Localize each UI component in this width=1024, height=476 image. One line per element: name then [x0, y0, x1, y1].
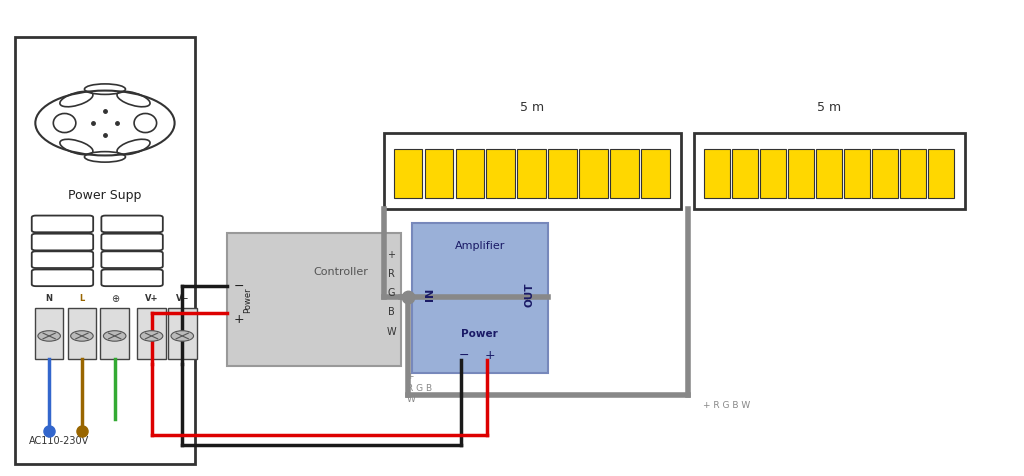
Text: 5 m: 5 m	[817, 101, 842, 114]
Text: Power Supp: Power Supp	[69, 188, 141, 202]
Text: B: B	[388, 307, 394, 317]
Text: OUT: OUT	[524, 282, 535, 306]
Text: W: W	[386, 326, 396, 336]
Circle shape	[38, 331, 60, 341]
Text: V−: V−	[175, 293, 189, 302]
FancyBboxPatch shape	[760, 149, 786, 198]
Text: +: +	[484, 348, 496, 361]
FancyBboxPatch shape	[694, 133, 965, 209]
Text: Power: Power	[462, 328, 498, 338]
Text: V+: V+	[144, 293, 159, 302]
FancyBboxPatch shape	[844, 149, 870, 198]
Text: Controller: Controller	[313, 267, 368, 276]
Circle shape	[71, 331, 93, 341]
Circle shape	[171, 331, 194, 341]
FancyBboxPatch shape	[928, 149, 954, 198]
Text: Power: Power	[244, 287, 252, 313]
FancyBboxPatch shape	[168, 308, 197, 359]
Circle shape	[103, 331, 126, 341]
Text: R: R	[388, 269, 394, 278]
Text: L: L	[79, 293, 85, 302]
FancyBboxPatch shape	[486, 149, 515, 198]
Text: + R G B W: + R G B W	[702, 400, 751, 409]
FancyBboxPatch shape	[35, 308, 63, 359]
Text: +: +	[233, 312, 244, 326]
FancyBboxPatch shape	[456, 149, 484, 198]
Text: W: W	[407, 395, 416, 403]
FancyBboxPatch shape	[549, 149, 578, 198]
FancyBboxPatch shape	[227, 233, 401, 367]
FancyBboxPatch shape	[641, 149, 670, 198]
Text: −: −	[233, 279, 244, 292]
FancyBboxPatch shape	[703, 149, 730, 198]
Text: −: −	[459, 348, 470, 361]
Text: R G B: R G B	[407, 384, 432, 392]
FancyBboxPatch shape	[610, 149, 639, 198]
Text: G: G	[387, 288, 395, 298]
Text: 5 m: 5 m	[520, 101, 545, 114]
FancyBboxPatch shape	[787, 149, 814, 198]
FancyBboxPatch shape	[15, 38, 195, 464]
FancyBboxPatch shape	[100, 308, 129, 359]
Text: IN: IN	[425, 288, 435, 300]
FancyBboxPatch shape	[68, 308, 96, 359]
Text: AC110-230V: AC110-230V	[29, 436, 89, 445]
Text: +: +	[387, 250, 395, 259]
FancyBboxPatch shape	[393, 149, 423, 198]
FancyBboxPatch shape	[384, 133, 681, 209]
Text: ⊕: ⊕	[111, 293, 119, 303]
Text: Amplifier: Amplifier	[455, 240, 505, 250]
FancyBboxPatch shape	[137, 308, 166, 359]
FancyBboxPatch shape	[425, 149, 454, 198]
FancyBboxPatch shape	[871, 149, 898, 198]
Text: N: N	[46, 293, 52, 302]
FancyBboxPatch shape	[900, 149, 926, 198]
FancyBboxPatch shape	[517, 149, 546, 198]
FancyBboxPatch shape	[816, 149, 842, 198]
FancyBboxPatch shape	[412, 224, 548, 374]
FancyBboxPatch shape	[732, 149, 758, 198]
Circle shape	[140, 331, 163, 341]
Text: +: +	[407, 372, 414, 380]
FancyBboxPatch shape	[580, 149, 608, 198]
